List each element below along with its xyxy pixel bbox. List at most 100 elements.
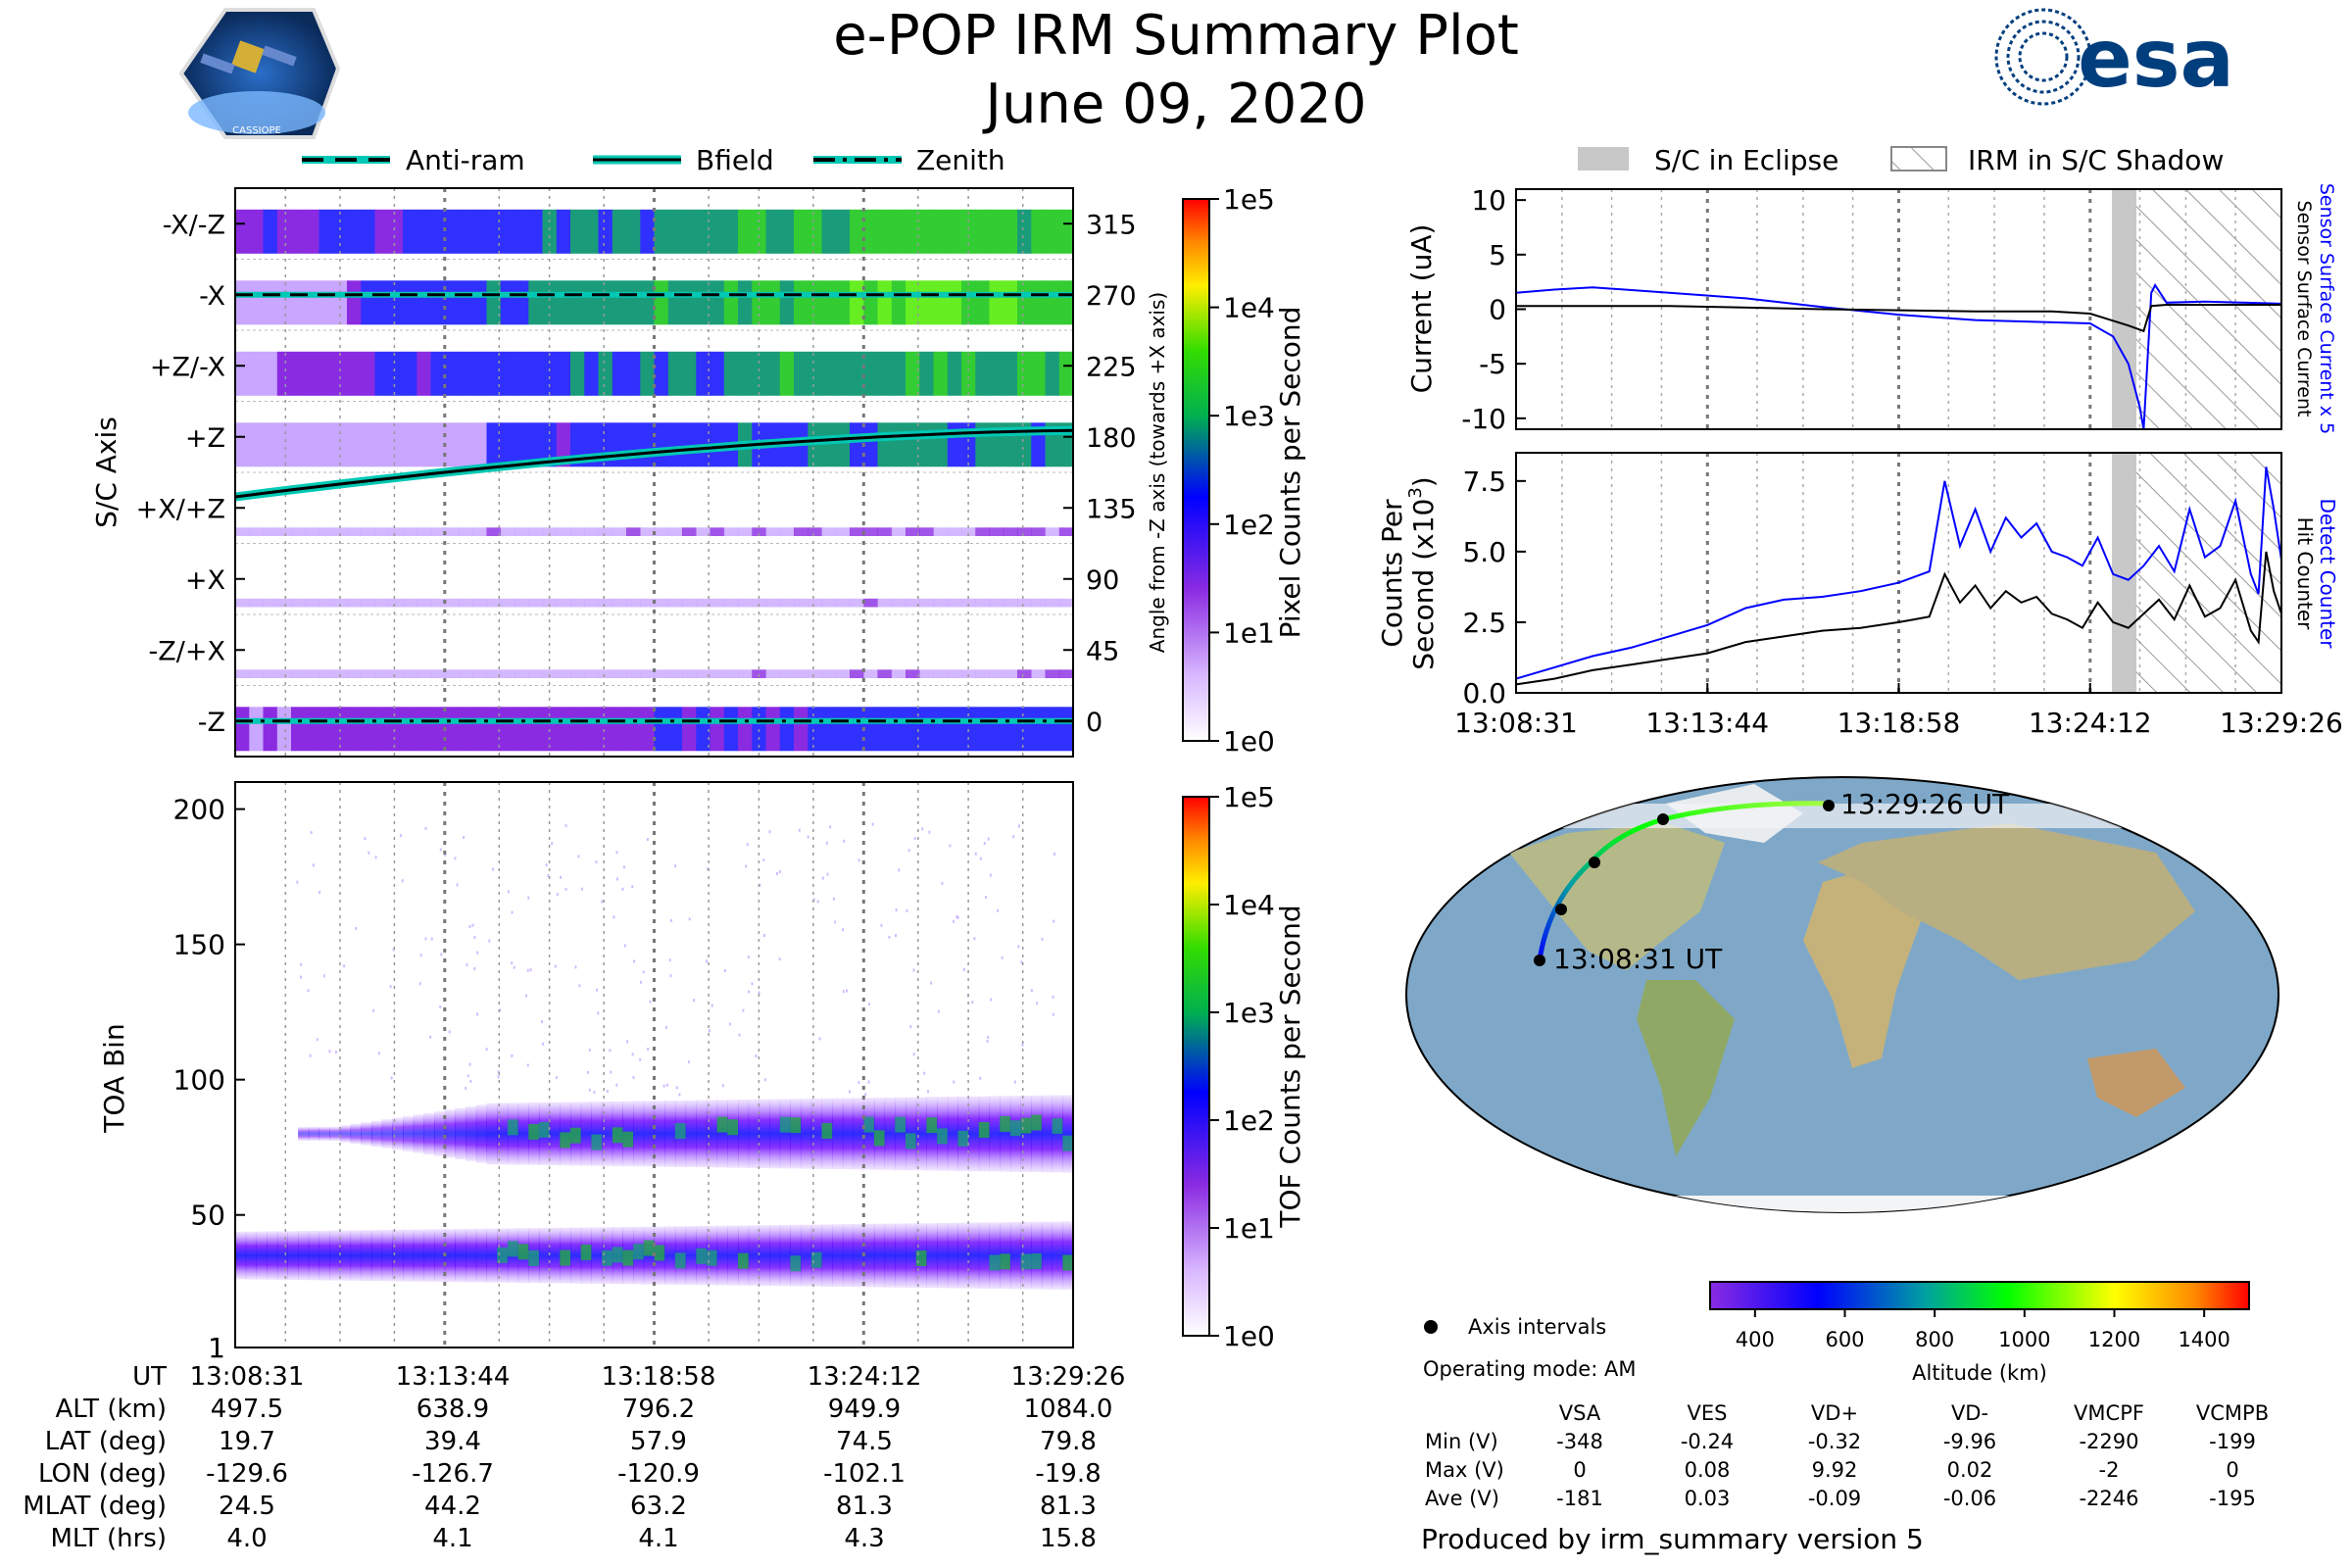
heat-cell	[626, 209, 641, 254]
toa-speckle	[665, 1025, 667, 1029]
heat-cell	[667, 351, 683, 396]
heat-cell	[584, 280, 600, 325]
toa-band-cell	[1009, 1222, 1022, 1290]
map-eurasia	[1818, 823, 2195, 980]
heat-cell	[877, 707, 893, 752]
cell: -9.96	[1942, 1430, 1997, 1453]
toa-band-cell	[370, 1230, 383, 1282]
heat-cell	[584, 598, 600, 608]
toa-speckle	[721, 1084, 724, 1088]
heat-cell	[961, 280, 976, 325]
heat-cell	[877, 280, 893, 325]
heat-cell	[612, 669, 627, 678]
toa-speckle	[956, 915, 959, 919]
heat-cell	[919, 598, 935, 608]
heat-cell	[584, 669, 600, 678]
toa-band-cell	[696, 1100, 708, 1168]
cell: 949.9	[827, 1395, 902, 1424]
heat-cell	[1031, 351, 1047, 396]
legend-eclipse-swatch	[1578, 147, 1629, 171]
toa-tick-label: 100	[173, 1064, 225, 1097]
toa-speckle	[309, 1054, 312, 1057]
toa-hot-cell	[517, 1244, 529, 1260]
heat-cell	[263, 351, 278, 396]
toa-hot-cell	[989, 1254, 1001, 1271]
heat-cell	[444, 669, 460, 678]
toa-hot-cell	[790, 1117, 802, 1134]
toa-speckle	[668, 958, 671, 962]
heat-cell	[318, 669, 334, 678]
cell: 81.3	[836, 1492, 893, 1521]
cell: 15.8	[1040, 1524, 1097, 1553]
toa-band-cell	[580, 1102, 592, 1166]
legend-zenith: Zenith	[813, 144, 1005, 176]
toa-speckle	[424, 937, 427, 941]
heat-cell	[1003, 351, 1018, 396]
toa-hot-cell	[978, 1122, 990, 1138]
heat-cell	[388, 280, 404, 325]
cell: -199	[2209, 1430, 2256, 1453]
toa-hot-cell	[528, 1250, 540, 1266]
heat-cell	[598, 351, 613, 396]
toa-speckle	[560, 875, 563, 879]
toa-speckle	[439, 848, 442, 852]
toa-hot-cell	[570, 1127, 582, 1144]
toa-speckle	[615, 851, 618, 855]
heat-cell	[667, 669, 683, 678]
heat-cell	[472, 351, 488, 396]
heat-cell	[403, 422, 417, 467]
heat-cell	[249, 280, 265, 325]
heat-cell	[906, 598, 920, 608]
heat-cell	[528, 209, 544, 254]
heat-cell	[416, 351, 432, 396]
heat-cell	[528, 527, 544, 536]
toa-speckle	[632, 1076, 635, 1079]
toa-speckle	[832, 897, 835, 901]
heat-cell	[459, 598, 473, 608]
toa-speckle	[497, 1070, 500, 1074]
toa-speckle	[909, 1025, 912, 1029]
heat-cell	[444, 422, 460, 467]
heat-cell	[696, 351, 711, 396]
heat-cell	[821, 280, 837, 325]
heat-cell	[403, 209, 417, 254]
toa-band-cell	[298, 1231, 310, 1281]
heat-cell	[570, 280, 585, 325]
toa-band-cell	[790, 1224, 802, 1287]
cell: 4.1	[638, 1524, 679, 1553]
plot-title: e-POP IRM Summary Plot	[833, 4, 1519, 68]
toa-speckle	[871, 822, 874, 826]
toa-speckle	[488, 939, 491, 943]
eclipse-region-counts	[2112, 453, 2136, 693]
toa-hot-cell	[1020, 1253, 1032, 1270]
heat-cell	[374, 707, 390, 752]
heat-cell	[794, 351, 808, 396]
toa-band-cell	[403, 1229, 415, 1282]
heat-cell	[388, 669, 404, 678]
voltage-table: VSA VES VD+ VD- VMCPF VCMPB Min (V) -348…	[1411, 1401, 2274, 1539]
heat-cell	[850, 280, 864, 325]
toa-band-cell	[853, 1224, 864, 1288]
toa-hot-cell	[538, 1121, 551, 1138]
col-header: VES	[1687, 1401, 1728, 1425]
toa-speckle	[389, 985, 392, 989]
colorbar-tick-label: 1e2	[1223, 1104, 1275, 1137]
toa-speckle	[1020, 960, 1023, 964]
heat-cell	[752, 598, 767, 608]
legend-antiram-label: Anti-ram	[406, 144, 525, 176]
heat-cell	[347, 527, 362, 536]
cell: 638.9	[416, 1395, 490, 1424]
heat-cell	[654, 669, 669, 678]
toa-speckle	[949, 844, 952, 848]
heat-cell	[305, 707, 320, 752]
heat-cell	[794, 209, 808, 254]
cell: 9.92	[1811, 1458, 1858, 1482]
toa-speckle	[971, 1001, 974, 1004]
cell: 4.3	[844, 1524, 885, 1553]
heat-cell	[472, 209, 488, 254]
heat-cell	[542, 209, 558, 254]
toa-band-cell	[267, 1231, 278, 1280]
y-tick-label: -10	[1461, 403, 1506, 435]
toa-speckle	[710, 1004, 713, 1007]
